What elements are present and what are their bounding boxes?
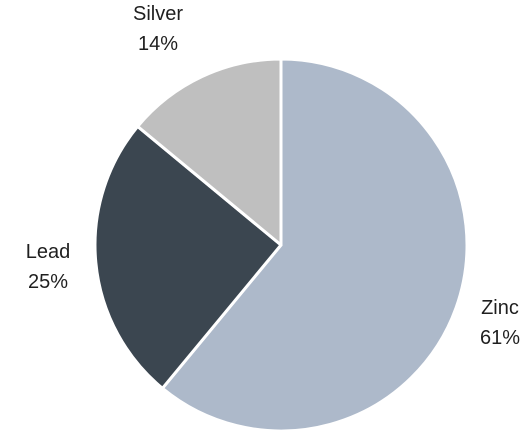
data-label-percent: 61% [480,327,520,349]
data-label-silver: Silver 14% [133,3,183,55]
pie-slices [93,57,469,433]
data-label-category: Lead [26,241,71,263]
data-label-category: Zinc [481,297,519,319]
pie-slice-zinc [160,57,469,433]
data-label-lead: Lead 25% [26,241,71,293]
data-label-percent: 25% [28,271,68,293]
pie-slice-lead [93,124,283,390]
pie-slice-silver [136,57,283,247]
pie-data-labels: Zinc 61% Lead 25% Silver 14% [26,3,520,349]
data-label-percent: 14% [138,33,178,55]
data-label-zinc: Zinc 61% [480,297,520,349]
data-label-category: Silver [133,3,183,25]
